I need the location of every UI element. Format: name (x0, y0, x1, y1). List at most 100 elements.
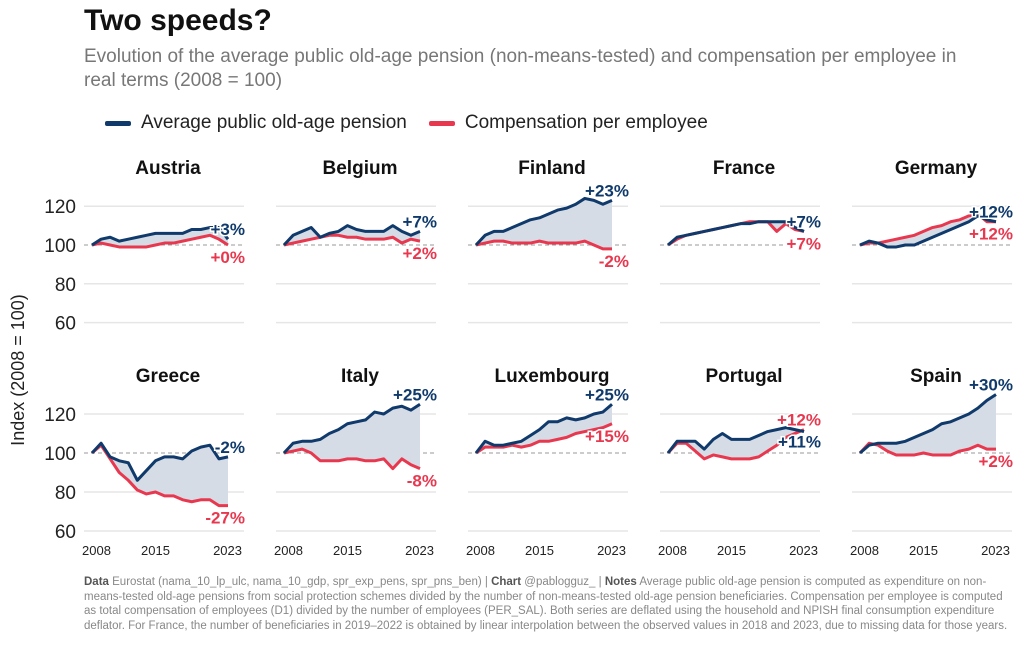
legend: Average public old-age pension Compensat… (105, 112, 708, 134)
pension-line (859, 214, 997, 249)
notes-notes-label: Notes (604, 576, 637, 588)
compensation-line (475, 422, 613, 455)
panel-austria: Austria 60 80 100 120 +3% +0% (44, 158, 246, 335)
panel-title: Germany (895, 158, 978, 179)
panel-title: Portugal (705, 366, 782, 387)
notes-notes-text: Average public old-age pension is comput… (84, 576, 1008, 632)
y-tick-label: 100 (44, 444, 76, 465)
y-tick-label: 120 (44, 405, 76, 426)
x-tick-label: 2015 (333, 543, 362, 558)
notes-chart-label: Chart (491, 576, 522, 588)
gap-area (476, 404, 612, 453)
compensation-line (858, 441, 996, 457)
pension-line (474, 196, 613, 247)
panel-title: Finland (518, 158, 586, 179)
pension-end-label: +7% (403, 212, 438, 231)
pension-end-label: +11% (778, 433, 821, 452)
compensation-line (91, 233, 229, 249)
panel-italy: Italy 2008 2015 2023 +25% -8% (274, 366, 439, 558)
pension-line (474, 403, 613, 454)
compensation-line (283, 447, 421, 471)
y-tick-label: 80 (55, 275, 76, 296)
y-tick-label: 100 (44, 236, 76, 257)
panel-title: Luxembourg (494, 366, 609, 387)
compensation-end-label: +2% (979, 452, 1014, 471)
chart-subtitle: Evolution of the average public old-age … (84, 46, 957, 91)
footnote: Data Eurostat (nama_10_lp_ulc, nama_10_g… (84, 575, 1014, 633)
notes-data-label: Data (84, 576, 109, 588)
x-tick-label: 2015 (717, 543, 746, 558)
compensation-end-label: +2% (403, 244, 438, 263)
pension-line (90, 441, 229, 482)
compensation-line (91, 443, 228, 508)
gap-area (92, 227, 228, 247)
compensation-end-label: +15% (585, 427, 629, 446)
x-tick-label: 2008 (658, 543, 687, 558)
legend-swatch-pension (105, 120, 131, 126)
pension-end-label: +25% (393, 385, 437, 404)
x-tick-label: 2015 (141, 543, 170, 558)
compensation-end-label: +12% (969, 225, 1013, 244)
panel-luxembourg: Luxembourg 2008 2015 2023 +25% +15% (466, 366, 631, 558)
x-tick-label: 2023 (597, 543, 626, 558)
pension-end-label: +25% (585, 385, 629, 404)
pension-end-label: -2% (215, 438, 245, 457)
x-tick-label: 2023 (405, 543, 434, 558)
legend-label-pension: Average public old-age pension (141, 112, 407, 133)
legend-label-compensation: Compensation per employee (464, 112, 708, 133)
y-tick-label: 60 (55, 314, 76, 335)
pension-line (666, 426, 805, 454)
panel-title: Austria (135, 158, 201, 179)
panel-france: France +7% +7% (660, 158, 823, 324)
pension-line (667, 220, 805, 247)
notes-data-text: Eurostat (nama_10_lp_ulc, nama_10_gdp, s… (112, 576, 488, 588)
compensation-end-label: +12% (777, 411, 821, 430)
panel-title: Greece (136, 366, 200, 387)
panel-title: France (713, 158, 775, 179)
pension-line (91, 226, 230, 247)
x-tick-label: 2008 (274, 543, 303, 558)
x-tick-label: 2015 (525, 543, 554, 558)
chart-title: Two speeds? (84, 4, 272, 37)
x-tick-label: 2008 (850, 543, 879, 558)
panel-germany: Germany +12% +12% (852, 158, 1015, 324)
panel-title: Spain (910, 366, 962, 387)
y-tick-label: 60 (55, 522, 76, 543)
gap-area (668, 427, 804, 459)
y-tick-label: 120 (44, 197, 76, 218)
gap-area (284, 404, 420, 469)
pension-end-label: +7% (787, 212, 822, 231)
panel-greece: Greece 60 80 100 120 2008 2015 2023 -2% -27% (44, 366, 246, 558)
compensation-end-label: -2% (599, 252, 629, 271)
panel-title: Belgium (323, 158, 398, 179)
pension-end-label: +3% (211, 220, 246, 239)
x-tick-label: 2008 (82, 543, 111, 558)
x-tick-label: 2008 (466, 543, 495, 558)
panel-title: Italy (341, 366, 379, 387)
x-tick-label: 2023 (981, 543, 1010, 558)
compensation-end-label: -8% (407, 472, 437, 491)
pension-end-label: +23% (585, 181, 629, 200)
y-axis-title: Index (2008 = 100) (8, 294, 28, 446)
panel-finland: Finland +23% -2% (468, 158, 631, 324)
pension-end-label: +30% (969, 376, 1013, 395)
gap-area (476, 198, 612, 249)
panel-portugal: Portugal 2008 2015 2023 +11% +12% (658, 366, 823, 558)
notes-chart-text: @pablogguz_ | (524, 576, 602, 588)
gap-area (860, 394, 996, 455)
x-tick-label: 2015 (909, 543, 938, 558)
gap-area (92, 443, 228, 506)
legend-item-pension: Average public old-age pension (105, 112, 407, 134)
pension-line (282, 402, 421, 455)
compensation-end-label: -27% (205, 509, 245, 528)
x-tick-label: 2023 (789, 543, 818, 558)
x-tick-label: 2023 (213, 543, 242, 558)
compensation-end-label: +7% (787, 234, 822, 253)
pension-end-label: +12% (969, 203, 1013, 222)
y-tick-label: 80 (55, 483, 76, 504)
compensation-line (859, 212, 996, 247)
compensation-line (283, 233, 421, 247)
compensation-line (475, 239, 612, 251)
compensation-line (666, 428, 805, 461)
